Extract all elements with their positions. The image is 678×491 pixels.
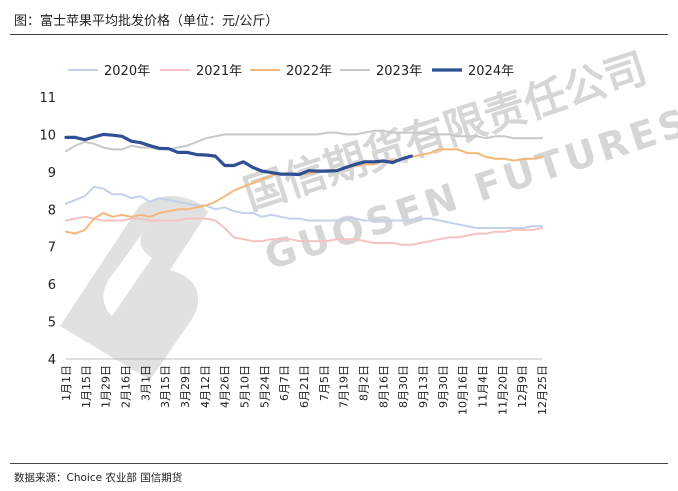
- y-tick-label: 6: [48, 278, 56, 293]
- legend-entry: 2020年: [104, 64, 150, 79]
- x-tick-label: 5月10日: [239, 365, 252, 408]
- x-tick-label: 7月19日: [338, 365, 351, 408]
- x-tick-label: 8月2日: [358, 365, 371, 401]
- watermark-logo: [60, 196, 208, 380]
- series-lines: [64, 129, 543, 246]
- watermark: 国信期货有限责任公司 GUOSEN FUTURES CO: [60, 43, 678, 380]
- x-axis: 1月1日 1月15日 1月29日 2月16日 3月1日 3月15日 3月29日 4月12日 4月…: [60, 358, 549, 415]
- x-tick-label: 3月29日: [179, 365, 192, 408]
- legend-entry: 2023年: [376, 64, 422, 79]
- x-tick-label: 6月21日: [298, 365, 311, 408]
- y-tick-label: 11: [39, 91, 56, 106]
- x-tick-label: 9月13日: [417, 365, 430, 408]
- x-tick-label: 11月20日: [496, 365, 509, 415]
- x-tick-label: 7月5日: [318, 365, 331, 401]
- x-tick-label: 8月30日: [397, 365, 410, 408]
- footer-divider: [10, 463, 668, 464]
- y-tick-label: 7: [48, 241, 56, 256]
- x-tick-label: 1月29日: [100, 365, 113, 408]
- series-line-0: [65, 185, 543, 229]
- y-tick-label: 5: [48, 316, 56, 331]
- title-divider: [10, 34, 668, 35]
- x-tick-label: 11月4日: [477, 365, 490, 408]
- x-tick-label: 10月16日: [457, 365, 470, 415]
- source-note: 数据来源：Choice 农业部 国信期货: [14, 472, 183, 484]
- y-tick-label: 4: [48, 353, 56, 368]
- x-tick-label: 8月16日: [377, 365, 390, 408]
- x-tick-label: 3月1日: [139, 365, 152, 401]
- legend-entry: 2021年: [196, 64, 242, 79]
- legend: 2020年 2021年 2022年 2023年 2024年: [68, 64, 514, 79]
- x-tick-label: 2月16日: [120, 365, 133, 408]
- legend-entry: 2024年: [468, 64, 514, 79]
- y-tick-label: 8: [48, 203, 56, 218]
- x-tick-label: 1月15日: [80, 365, 93, 408]
- y-tick-label: 9: [48, 166, 56, 181]
- x-tick-label: 6月7日: [278, 365, 291, 401]
- series-line-1: [65, 215, 543, 246]
- series-line-4: [64, 132, 413, 177]
- x-tick-label: 12月25日: [536, 365, 549, 415]
- x-tick-label: 12月9日: [516, 365, 529, 408]
- x-tick-label: 3月15日: [159, 365, 172, 408]
- x-tick-label: 4月12日: [199, 365, 212, 408]
- y-tick-label: 10: [39, 128, 56, 143]
- x-tick-label: 4月26日: [219, 365, 232, 408]
- legend-entry: 2022年: [286, 64, 332, 79]
- x-tick-label: 9月30日: [437, 365, 450, 408]
- series-line-3: [65, 129, 543, 153]
- y-axis: 4 5 6 7 8 9 10 11: [39, 91, 56, 368]
- chart-title: 图：富士苹果平均批发价格（单位：元/公斤）: [14, 14, 279, 29]
- x-tick-label: 1月1日: [60, 365, 73, 401]
- x-tick-label: 5月24日: [258, 365, 271, 408]
